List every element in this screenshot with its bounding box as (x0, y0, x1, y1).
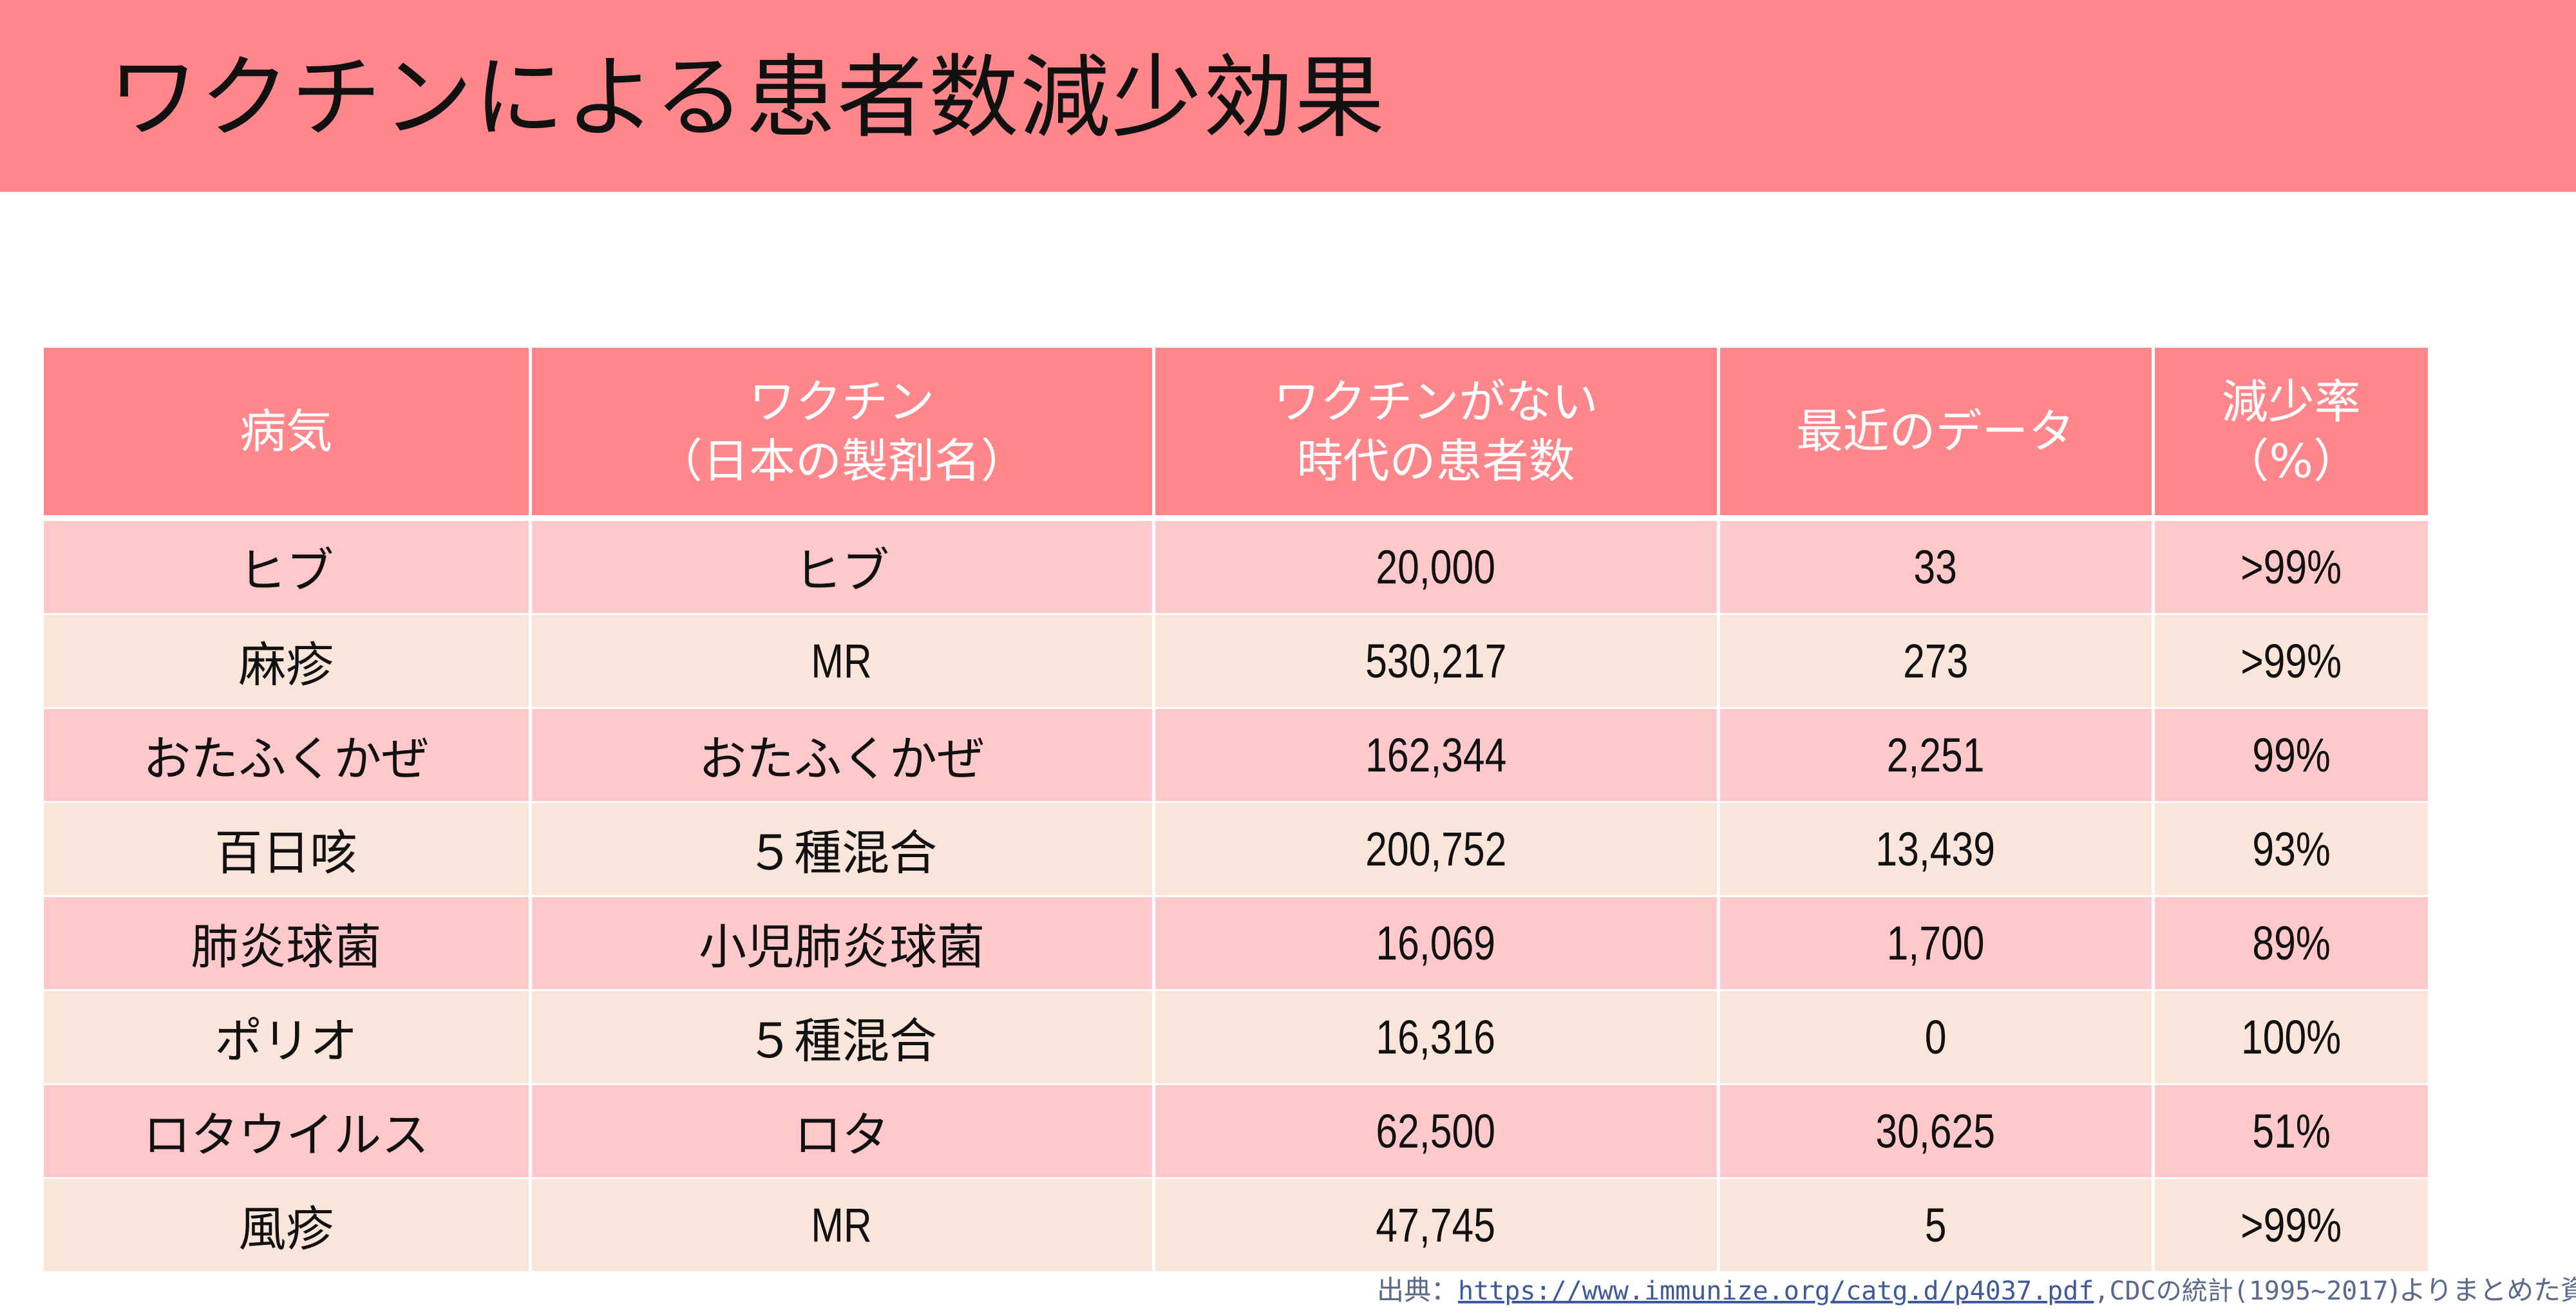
vaccine-table: 病気 ワクチン （日本の製剤名） ワクチンがない 時代の患者数 最近のデータ 減… (44, 348, 2428, 1273)
cell-before: 162,344 (1151, 708, 1720, 803)
title-bar: ワクチンによる患者数減少効果 (0, 0, 2576, 192)
cell-before: 16,316 (1151, 990, 1720, 1085)
table-row: ヒブ ヒブ 20,000 33 >99% (44, 518, 2428, 615)
cell-recent: 33 (1716, 518, 2155, 615)
cell-vaccine: MR (528, 1178, 1155, 1273)
cell-recent: 30,625 (1716, 1084, 2155, 1179)
cell-disease: ヒブ (44, 518, 532, 615)
source-link[interactable]: https://www.immunize.org/catg.d/p4037.pd… (1458, 1276, 2094, 1306)
cell-rate: >99% (2151, 614, 2428, 709)
cell-vaccine: ロタ (528, 1084, 1155, 1179)
cell-before: 20,000 (1151, 518, 1720, 615)
source-citation: 出典：https://www.immunize.org/catg.d/p4037… (1377, 1269, 2576, 1308)
cell-before: 62,500 (1151, 1084, 1720, 1179)
source-suffix-a: ,CDCの統計( (2094, 1276, 2249, 1306)
cell-recent: 1,700 (1716, 896, 2155, 991)
cell-vaccine: MR (528, 614, 1155, 709)
cell-before: 530,217 (1151, 614, 1720, 709)
cell-recent: 273 (1716, 614, 2155, 709)
table-row: おたふくかぜ おたふくかぜ 162,344 2,251 99% (44, 708, 2428, 803)
source-years: 1995~2017 (2248, 1276, 2389, 1306)
cell-before: 47,745 (1151, 1178, 1720, 1273)
cell-disease: 麻疹 (44, 614, 532, 709)
cell-disease: 肺炎球菌 (44, 896, 532, 991)
cell-recent: 5 (1716, 1178, 2155, 1273)
cell-disease: ロタウイルス (44, 1084, 532, 1179)
source-prefix: 出典： (1377, 1274, 1459, 1306)
cell-before: 16,069 (1151, 896, 1720, 991)
table-row: 百日咳 ５種混合 200,752 13,439 93% (44, 802, 2428, 897)
header-row: 病気 ワクチン （日本の製剤名） ワクチンがない 時代の患者数 最近のデータ 減… (44, 348, 2428, 521)
header-patients-before: ワクチンがない 時代の患者数 (1151, 348, 1720, 521)
cell-rate: >99% (2151, 1178, 2428, 1273)
header-reduction-rate: 減少率 （%） (2151, 348, 2428, 521)
cell-recent: 2,251 (1716, 708, 2155, 803)
header-recent-data: 最近のデータ (1716, 348, 2155, 521)
table-row: ロタウイルス ロタ 62,500 30,625 51% (44, 1084, 2428, 1179)
cell-disease: 百日咳 (44, 802, 532, 897)
cell-vaccine: 小児肺炎球菌 (528, 896, 1155, 991)
cell-rate: 51% (2151, 1084, 2428, 1179)
cell-recent: 13,439 (1716, 802, 2155, 897)
cell-disease: ポリオ (44, 990, 532, 1085)
cell-disease: おたふくかぜ (44, 708, 532, 803)
cell-vaccine: ５種混合 (528, 802, 1155, 897)
cell-rate: >99% (2151, 518, 2428, 615)
cell-vaccine: ５種混合 (528, 990, 1155, 1085)
table-row: 風疹 MR 47,745 5 >99% (44, 1178, 2428, 1273)
table-row: 肺炎球菌 小児肺炎球菌 16,069 1,700 89% (44, 896, 2428, 991)
table-row: ポリオ ５種混合 16,316 0 100% (44, 990, 2428, 1085)
cell-rate: 93% (2151, 802, 2428, 897)
source-suffix-b: )よりまとめた資料 (2388, 1274, 2576, 1306)
cell-vaccine: ヒブ (528, 518, 1155, 615)
cell-rate: 100% (2151, 990, 2428, 1085)
cell-rate: 89% (2151, 896, 2428, 991)
page-title: ワクチンによる患者数減少効果 (108, 46, 1386, 151)
table-row: 麻疹 MR 530,217 273 >99% (44, 614, 2428, 709)
header-disease: 病気 (44, 348, 532, 521)
cell-recent: 0 (1716, 990, 2155, 1085)
cell-before: 200,752 (1151, 802, 1720, 897)
cell-vaccine: おたふくかぜ (528, 708, 1155, 803)
cell-disease: 風疹 (44, 1178, 532, 1273)
header-vaccine: ワクチン （日本の製剤名） (528, 348, 1155, 521)
cell-rate: 99% (2151, 708, 2428, 803)
